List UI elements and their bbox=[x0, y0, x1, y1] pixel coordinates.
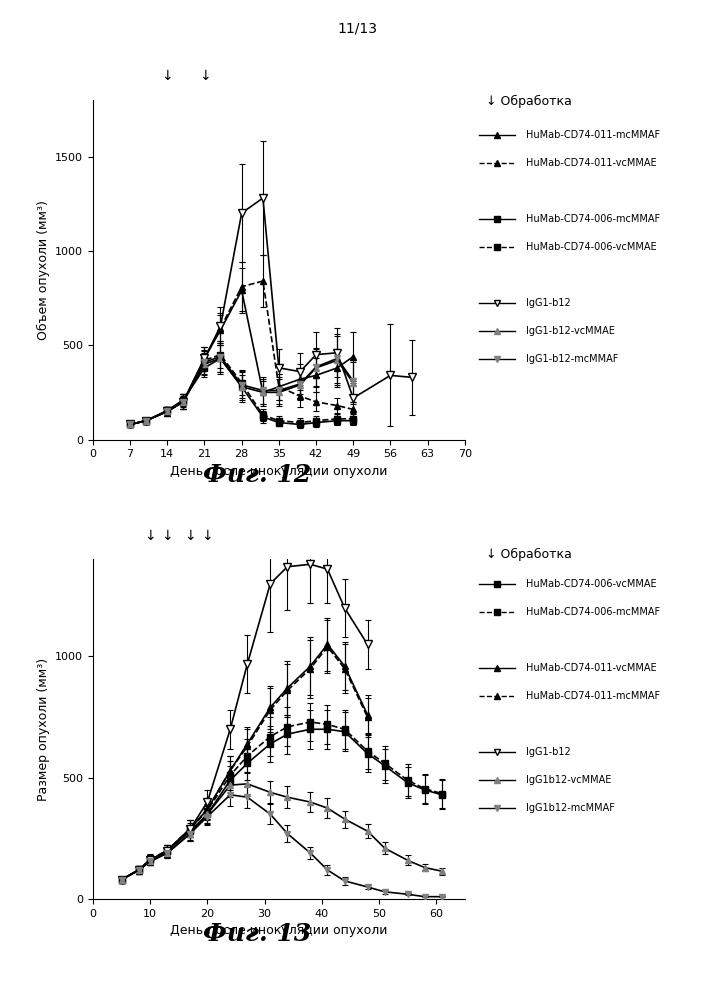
Text: HuMab-CD74-011-vcMMAE: HuMab-CD74-011-vcMMAE bbox=[526, 158, 656, 168]
Text: ↓: ↓ bbox=[184, 528, 196, 542]
Text: HuMab-CD74-006-mcMMAF: HuMab-CD74-006-mcMMAF bbox=[526, 607, 660, 617]
Text: ↓: ↓ bbox=[162, 69, 173, 83]
Text: 11/13: 11/13 bbox=[337, 22, 378, 36]
Text: HuMab-CD74-011-mcMMAF: HuMab-CD74-011-mcMMAF bbox=[526, 691, 660, 701]
Text: HuMab-CD74-006-mcMMAF: HuMab-CD74-006-mcMMAF bbox=[526, 214, 660, 224]
X-axis label: День после инокуляции опухоли: День после инокуляции опухоли bbox=[170, 465, 388, 478]
Text: IgG1-b12: IgG1-b12 bbox=[526, 298, 571, 308]
Text: HuMab-CD74-011-mcMMAF: HuMab-CD74-011-mcMMAF bbox=[526, 130, 660, 140]
Text: IgG1b12-mcMMAF: IgG1b12-mcMMAF bbox=[526, 803, 614, 813]
Text: ↓: ↓ bbox=[162, 528, 173, 542]
Text: ↓ Обработка: ↓ Обработка bbox=[486, 95, 572, 108]
Text: ↓: ↓ bbox=[202, 528, 213, 542]
Text: HuMab-CD74-006-vcMMAE: HuMab-CD74-006-vcMMAE bbox=[526, 242, 656, 252]
Text: ↓: ↓ bbox=[199, 69, 210, 83]
Text: ↓ Обработка: ↓ Обработка bbox=[486, 547, 572, 560]
Text: IgG1b12-vcMMAE: IgG1b12-vcMMAE bbox=[526, 775, 611, 785]
Y-axis label: Размер опухоли (мм³): Размер опухоли (мм³) bbox=[36, 657, 49, 801]
Text: IgG1-b12-mcMMAF: IgG1-b12-mcMMAF bbox=[526, 354, 618, 364]
Text: ↓: ↓ bbox=[144, 528, 156, 542]
Text: Фиг. 12: Фиг. 12 bbox=[203, 463, 312, 487]
X-axis label: День после инокуляции опухоли: День после инокуляции опухоли bbox=[170, 924, 388, 937]
Text: HuMab-CD74-011-vcMMAE: HuMab-CD74-011-vcMMAE bbox=[526, 663, 656, 673]
Text: IgG1-b12-vcMMAE: IgG1-b12-vcMMAE bbox=[526, 326, 614, 336]
Text: IgG1-b12: IgG1-b12 bbox=[526, 747, 571, 757]
Text: HuMab-CD74-006-vcMMAE: HuMab-CD74-006-vcMMAE bbox=[526, 579, 656, 589]
Y-axis label: Объем опухоли (мм³): Объем опухоли (мм³) bbox=[36, 200, 49, 340]
Text: Фиг. 13: Фиг. 13 bbox=[203, 922, 312, 946]
